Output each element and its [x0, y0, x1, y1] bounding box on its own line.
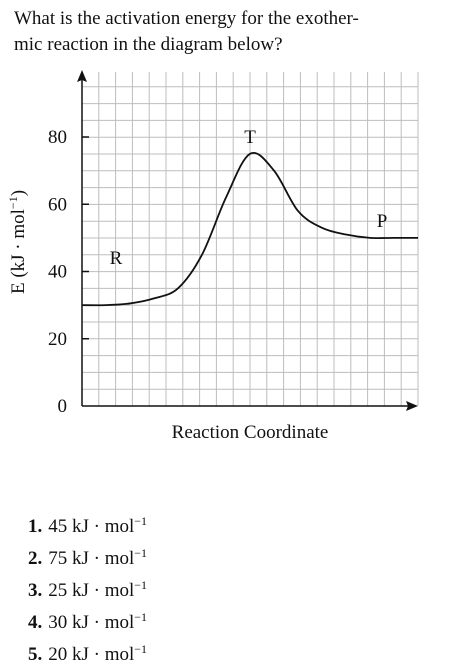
- point-label-p: P: [377, 211, 388, 232]
- chart-axes: [77, 70, 418, 411]
- y-tick-labels: 0 20 40 60 80: [48, 127, 89, 417]
- answer-option[interactable]: 1. 45 kJ · mol−1: [28, 514, 148, 537]
- point-label-t: T: [244, 127, 256, 148]
- question-text: What is the activation energy for the ex…: [14, 6, 450, 58]
- energy-curve: [81, 151, 418, 307]
- x-axis-arrow: [406, 401, 418, 411]
- answer-options: 1. 45 kJ · mol−1 2. 75 kJ · mol−1 3. 25 kJ …: [28, 508, 147, 668]
- y-tick-label: 60: [48, 194, 67, 215]
- answer-option[interactable]: 2. 75 kJ · mol−1: [28, 546, 148, 569]
- y-axis-label-main: E (kJ · mol: [8, 209, 29, 294]
- y-axis-label-sup: −1: [6, 196, 20, 209]
- question-line-1: What is the activation energy for the ex…: [14, 8, 359, 29]
- answer-option[interactable]: 4. 30 kJ · mol−1: [28, 610, 148, 633]
- y-axis-arrow: [77, 70, 87, 82]
- y-axis-label-tail: ): [8, 190, 29, 196]
- y-tick-label: 20: [48, 329, 67, 350]
- y-axis-label: E (kJ · mol−1): [6, 190, 29, 294]
- energy-diagram: 0 20 40 60 80 R T P Reaction Coordinate E (kJ …: [6, 70, 419, 443]
- answer-option[interactable]: 5. 20 kJ · mol−1: [28, 642, 148, 665]
- answer-option[interactable]: 3. 25 kJ · mol−1: [28, 578, 148, 601]
- question-line-2: mic reaction in the diagram below?: [14, 34, 283, 55]
- point-labels: R T P: [110, 127, 388, 269]
- y-tick-label: 80: [48, 127, 67, 148]
- chart-grid: [82, 72, 419, 406]
- x-axis-label: Reaction Coordinate: [172, 422, 329, 443]
- y-tick-label: 40: [48, 262, 67, 283]
- y-tick-label: 0: [58, 396, 68, 417]
- point-label-r: R: [110, 248, 123, 269]
